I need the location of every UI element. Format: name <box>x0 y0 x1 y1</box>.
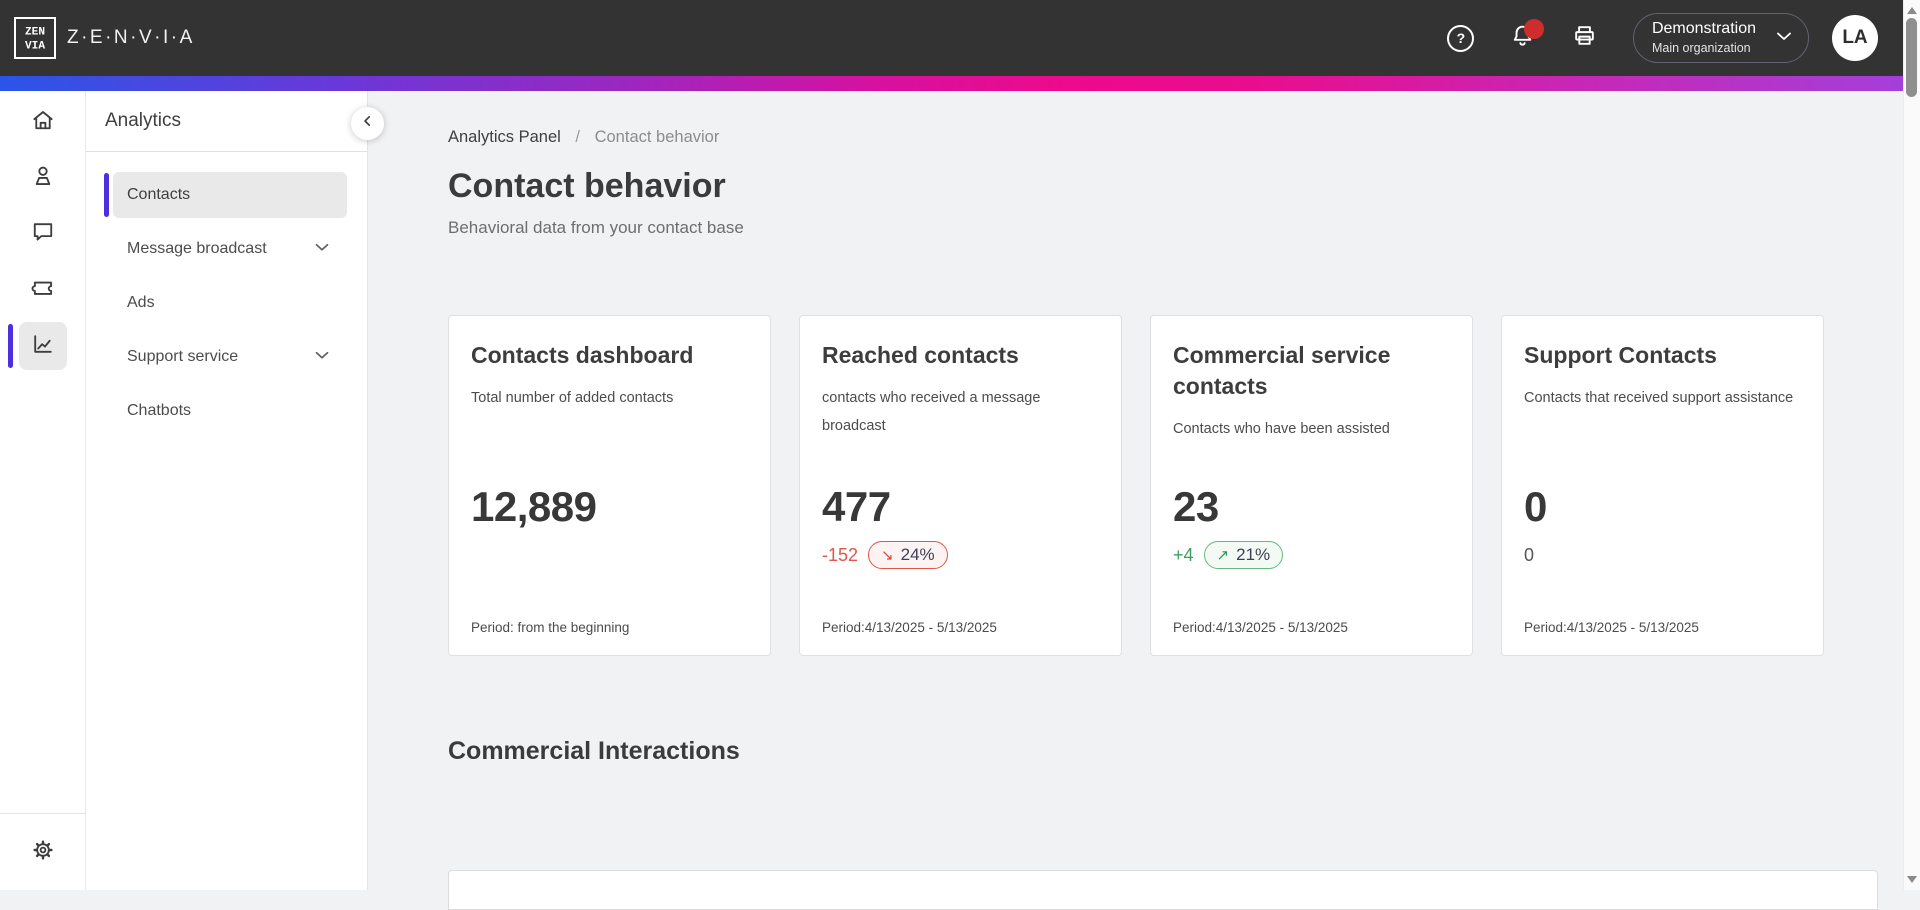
card-contacts-dashboard: Contacts dashboard Total number of added… <box>448 315 771 656</box>
help-icon: ? <box>1447 24 1475 52</box>
commercial-interactions-card-partial <box>448 870 1878 910</box>
nav-conversations[interactable] <box>19 210 67 258</box>
kpi-cards-row: Contacts dashboard Total number of added… <box>448 315 1903 656</box>
sidebar-item-chatbots[interactable]: Chatbots <box>127 402 192 419</box>
card-reached-contacts: Reached contacts contacts who received a… <box>799 315 1122 656</box>
breadcrumb-analytics-panel[interactable]: Analytics Panel <box>448 128 561 146</box>
card-description: Contacts that received support assistanc… <box>1524 390 1794 407</box>
card-title: Contacts dashboard <box>471 342 694 368</box>
sidebar-collapse-button[interactable] <box>351 107 384 140</box>
sidebar-item-support-service[interactable]: Support service <box>113 334 347 380</box>
header-actions: ? <box>1447 19 1599 52</box>
card-title: Support Contacts <box>1524 342 1717 368</box>
organization-name: Demonstration <box>1651 20 1756 38</box>
card-delta: +4 <box>1173 544 1194 565</box>
printer-icon <box>1571 22 1598 54</box>
card-period: Period:4/13/2025 - 5/13/2025 <box>822 620 997 635</box>
nav-home[interactable] <box>19 98 67 146</box>
scrollbar-thumb[interactable] <box>1906 18 1917 97</box>
person-icon <box>30 163 56 194</box>
chevron-down-icon <box>1772 24 1796 53</box>
card-period: Period:4/13/2025 - 5/13/2025 <box>1524 620 1699 635</box>
card-description: Total number of added contacts <box>471 390 674 407</box>
nav-campaigns[interactable] <box>19 266 67 314</box>
notifications-button[interactable] <box>1509 19 1544 52</box>
line-chart-icon <box>30 331 56 362</box>
nav-analytics[interactable] <box>7 322 67 370</box>
page-scrollbar[interactable] <box>1903 0 1920 890</box>
organization-selector[interactable]: Demonstration Main organization <box>1632 13 1809 63</box>
breadcrumb: Analytics Panel / Contact behavior <box>448 91 1903 147</box>
organization-sub-label: Main organization <box>1651 41 1751 56</box>
card-delta: -152 <box>822 544 859 565</box>
trend-percent: 21% <box>1236 545 1271 564</box>
scrollbar-up-arrow[interactable] <box>1907 7 1917 14</box>
breadcrumb-current: Contact behavior <box>594 128 720 146</box>
help-button[interactable]: ? <box>1447 24 1475 52</box>
svg-text:VIA: VIA <box>25 40 45 52</box>
scrollbar-down-arrow[interactable] <box>1907 876 1917 883</box>
card-title: Commercial service contacts <box>1173 342 1391 400</box>
trend-percent: 24% <box>900 545 935 564</box>
ticket-icon <box>30 275 56 306</box>
home-icon <box>30 107 56 138</box>
card-delta: 0 <box>1524 544 1535 565</box>
breadcrumb-separator: / <box>575 128 580 146</box>
sidebar-item-ads[interactable]: Ads <box>127 294 155 311</box>
card-commercial-service-contacts: Commercial service contacts Contacts who… <box>1150 315 1473 656</box>
arrow-up-right-icon: ↗ <box>1216 547 1230 564</box>
chevron-down-icon <box>311 344 333 371</box>
trend-badge-up: ↗ 21% <box>1203 541 1284 569</box>
user-avatar[interactable]: LA <box>1832 15 1878 61</box>
card-period: Period:4/13/2025 - 5/13/2025 <box>1173 620 1348 635</box>
brand-gradient-bar <box>0 76 1903 91</box>
main-content: Analytics Panel / Contact behavior Conta… <box>368 91 1903 910</box>
nav-contacts[interactable] <box>19 154 67 202</box>
card-value: 477 <box>822 483 891 530</box>
card-period: Period: from the beginning <box>471 620 630 635</box>
top-app-bar: ZEN VIA Z·E·N·V·I·A ? <box>0 0 1903 76</box>
chat-bubble-icon <box>30 219 56 250</box>
sidebar-item-contacts[interactable]: Contacts <box>104 172 347 218</box>
arrow-down-right-icon: ↘ <box>881 547 894 564</box>
page-subtitle: Behavioral data from your contact base <box>448 218 744 237</box>
print-button[interactable] <box>1571 24 1599 52</box>
brand-wordmark: Z·E·N·V·I·A <box>67 27 195 48</box>
page-title: Contact behavior <box>448 167 726 205</box>
analytics-sidebar: Analytics Contacts Message broadcast Ads… <box>86 91 368 890</box>
card-title: Reached contacts <box>822 342 1019 368</box>
nav-settings[interactable] <box>19 828 67 876</box>
sidebar-item-message-broadcast[interactable]: Message broadcast <box>113 226 347 272</box>
card-value: 0 <box>1524 483 1547 530</box>
sidebar-menu: Contacts Message broadcast Ads Support s… <box>104 172 347 434</box>
card-value: 23 <box>1173 483 1219 530</box>
trend-badge-down: ↘ 24% <box>868 541 948 569</box>
primary-nav-rail <box>0 91 86 890</box>
card-value: 12,889 <box>471 483 597 530</box>
rail-footer <box>0 813 85 890</box>
section-title-commercial-interactions: Commercial Interactions <box>448 737 740 765</box>
sidebar-title: Analytics <box>86 91 367 152</box>
card-description: contacts who received a message broadcas… <box>822 390 1041 435</box>
zenvia-logo-icon: ZEN VIA <box>14 17 56 59</box>
svg-text:ZEN: ZEN <box>25 27 45 39</box>
chevron-left-icon <box>358 111 378 136</box>
card-support-contacts: Support Contacts Contacts that received … <box>1501 315 1824 656</box>
notification-dot <box>1523 19 1544 39</box>
chevron-down-icon <box>311 236 333 263</box>
card-description: Contacts who have been assisted <box>1173 421 1390 438</box>
gear-icon <box>30 837 56 868</box>
